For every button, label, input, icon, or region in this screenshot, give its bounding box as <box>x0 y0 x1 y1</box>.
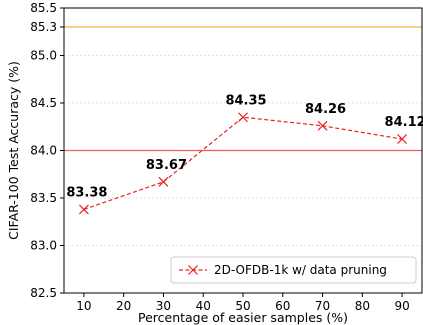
x-tick-label: 80 <box>355 299 370 313</box>
data-label: 84.35 <box>225 93 266 108</box>
marker-stroke-b <box>158 176 169 187</box>
x-tick-label: 10 <box>76 299 91 313</box>
data-label: 83.67 <box>146 158 187 173</box>
y-tick-label: 85.5 <box>30 1 57 15</box>
legend-marker-x-icon <box>188 265 198 275</box>
y-axis-title: CIFAR-100 Test Accuracy (%) <box>6 61 21 240</box>
x-tick-label: 70 <box>315 299 330 313</box>
x-tick-label: 40 <box>196 299 211 313</box>
y-axis-ticks: 82.5 83.0 83.5 84.0 84.5 85.0 85.3 85.5 <box>30 1 64 300</box>
x-tick-label: 60 <box>275 299 290 313</box>
x-axis-ticks: 10 20 30 40 50 60 70 80 90 <box>76 293 410 313</box>
legend-box <box>170 256 417 284</box>
marker-stroke-b <box>317 120 328 131</box>
y-tick-label: 85.3 <box>30 20 57 34</box>
data-point-marker <box>78 204 89 215</box>
series-line-0 <box>83 116 403 210</box>
y-tick-label: 85.0 <box>30 49 57 63</box>
data-label: 83.38 <box>66 185 107 200</box>
grid-lines <box>64 26 422 246</box>
data-point-marker <box>317 120 328 131</box>
legend-marker-stroke-b <box>188 265 198 275</box>
marker-stroke-b <box>397 134 408 145</box>
data-point-marker <box>158 176 169 187</box>
y-tick-label: 83.5 <box>30 191 57 205</box>
reference-lines <box>64 26 422 152</box>
y-tick-label: 83.0 <box>30 239 57 253</box>
marker-stroke-b <box>78 204 89 215</box>
x-tick-label: 50 <box>235 299 250 313</box>
data-point-marker <box>397 134 408 145</box>
y-tick-label: 84.0 <box>30 144 57 158</box>
series-layer <box>78 112 408 215</box>
x-axis-title: Percentage of easier samples (%) <box>138 310 348 325</box>
legend-label: 2D-OFDB-1k w/ data pruning <box>214 263 387 277</box>
data-label: 84.12 <box>385 115 423 130</box>
data-label: 84.26 <box>305 102 346 117</box>
x-tick-label: 90 <box>394 299 409 313</box>
x-tick-label: 30 <box>156 299 171 313</box>
data-point-marker <box>238 112 248 123</box>
x-tick-label: 20 <box>116 299 131 313</box>
y-tick-label: 82.5 <box>30 286 57 300</box>
y-tick-label: 84.5 <box>30 96 57 110</box>
legend: 2D-OFDB-1k w/ data pruning <box>170 256 417 284</box>
marker-stroke-b <box>238 112 248 123</box>
data-labels: 83.38 83.67 84.35 84.26 84.12 <box>66 93 423 200</box>
